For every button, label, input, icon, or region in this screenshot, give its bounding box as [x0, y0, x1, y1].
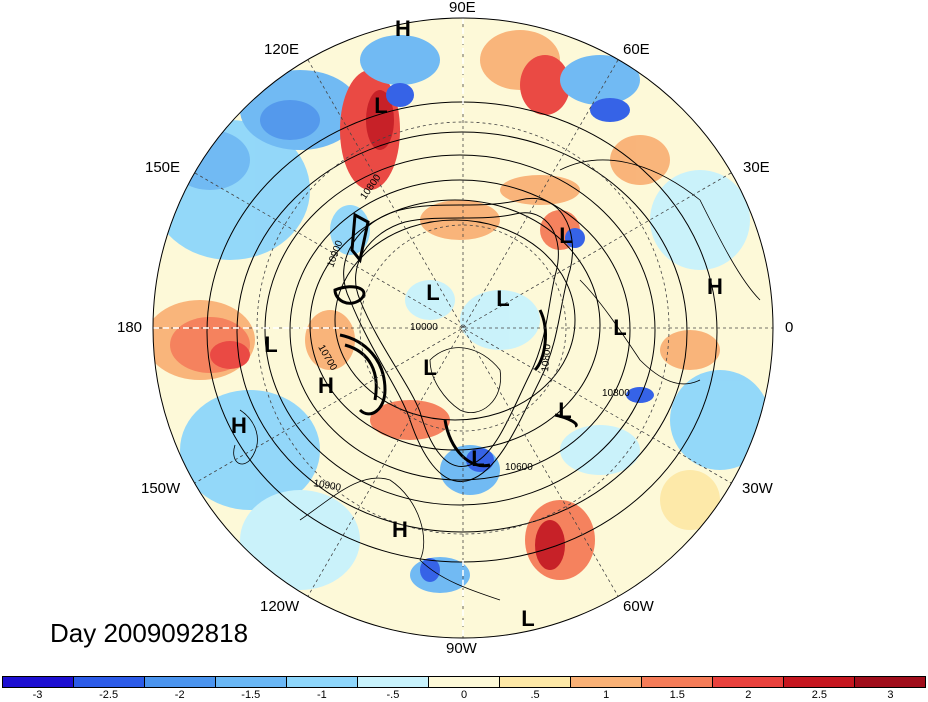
pressure-center: L — [423, 355, 436, 380]
lon-label-120e: 120E — [264, 41, 300, 58]
colorbar-tick-label: -1 — [316, 689, 327, 701]
colorbar-tick-label: -.5 — [386, 689, 400, 701]
colorbar-tick-label: 1.5 — [669, 689, 685, 701]
colorbar-tick-label: .5 — [530, 689, 540, 701]
pressure-center: L — [426, 280, 439, 305]
pressure-center: L — [558, 398, 571, 423]
pressure-center: L — [613, 315, 626, 340]
height-contours — [206, 101, 718, 563]
colorbar-cell — [358, 677, 429, 687]
colorbar-cell — [74, 677, 145, 687]
lon-label-60e: 60E — [623, 41, 650, 58]
colorbar-tick-label: -3 — [32, 689, 43, 701]
lon-label-0: 0 — [785, 319, 794, 336]
contour-label: 10900 — [312, 478, 342, 494]
lon-label-30e: 30E — [743, 159, 770, 176]
pressure-center: L — [559, 223, 572, 248]
lon-label-60w: 60W — [623, 598, 654, 615]
colorbar-cell — [571, 677, 642, 687]
pressure-center: L — [264, 332, 277, 357]
colorbar-tick-label: 3 — [887, 689, 894, 701]
coastlines — [233, 159, 761, 601]
pressure-center: H — [392, 517, 408, 542]
pressure-center: L — [374, 93, 387, 118]
colorbar-tick-label: 2 — [745, 689, 752, 701]
colorbar-cell — [216, 677, 287, 687]
colorbar-cell — [855, 677, 925, 687]
pressure-centers: H L L L L H L L H L H L L H L — [231, 16, 723, 631]
contour-label: 10800 — [602, 388, 630, 399]
lon-label-150w: 150W — [141, 480, 181, 497]
colorbar-tick-label: 1 — [603, 689, 610, 701]
pressure-center: L — [496, 286, 509, 311]
colorbar-cell — [500, 677, 571, 687]
lon-label-30w: 30W — [742, 480, 773, 497]
lon-label-90w: 90W — [446, 640, 477, 657]
colorbar-tick-label: -2 — [174, 689, 185, 701]
pressure-center: H — [707, 274, 723, 299]
colorbar-cell — [3, 677, 74, 687]
colorbar — [2, 676, 926, 688]
lon-label-120w: 120W — [260, 598, 300, 615]
day-label: Day 2009092818 — [50, 618, 249, 648]
colorbar-tick-label: -1.5 — [241, 689, 261, 701]
colorbar-tick-label: 0 — [460, 689, 468, 701]
map-boundary — [152, 17, 774, 639]
colorbar-cell — [713, 677, 784, 687]
pressure-center: L — [521, 606, 534, 631]
colorbar-cell — [287, 677, 358, 687]
lon-label-150e: 150E — [145, 159, 181, 176]
lon-label-180: 180 — [117, 319, 143, 336]
pressure-center: H — [231, 413, 247, 438]
pressure-center: H — [318, 373, 334, 398]
contour-label: 10600 — [505, 462, 533, 473]
colorbar-cell — [784, 677, 855, 687]
colorbar-cell — [642, 677, 713, 687]
pressure-center: H — [395, 16, 411, 41]
contour-label: 10800 — [540, 343, 553, 372]
colorbar-tick-label: 2.5 — [811, 689, 828, 701]
jet-contours — [333, 212, 578, 468]
pressure-center: L — [471, 446, 484, 471]
colorbar-tick-label: -2.5 — [99, 689, 119, 701]
colorbar-cell — [145, 677, 216, 687]
lon-label-90e: 90E — [449, 0, 476, 16]
contour-label: 10000 — [410, 322, 438, 333]
colorbar-cell — [429, 677, 500, 687]
